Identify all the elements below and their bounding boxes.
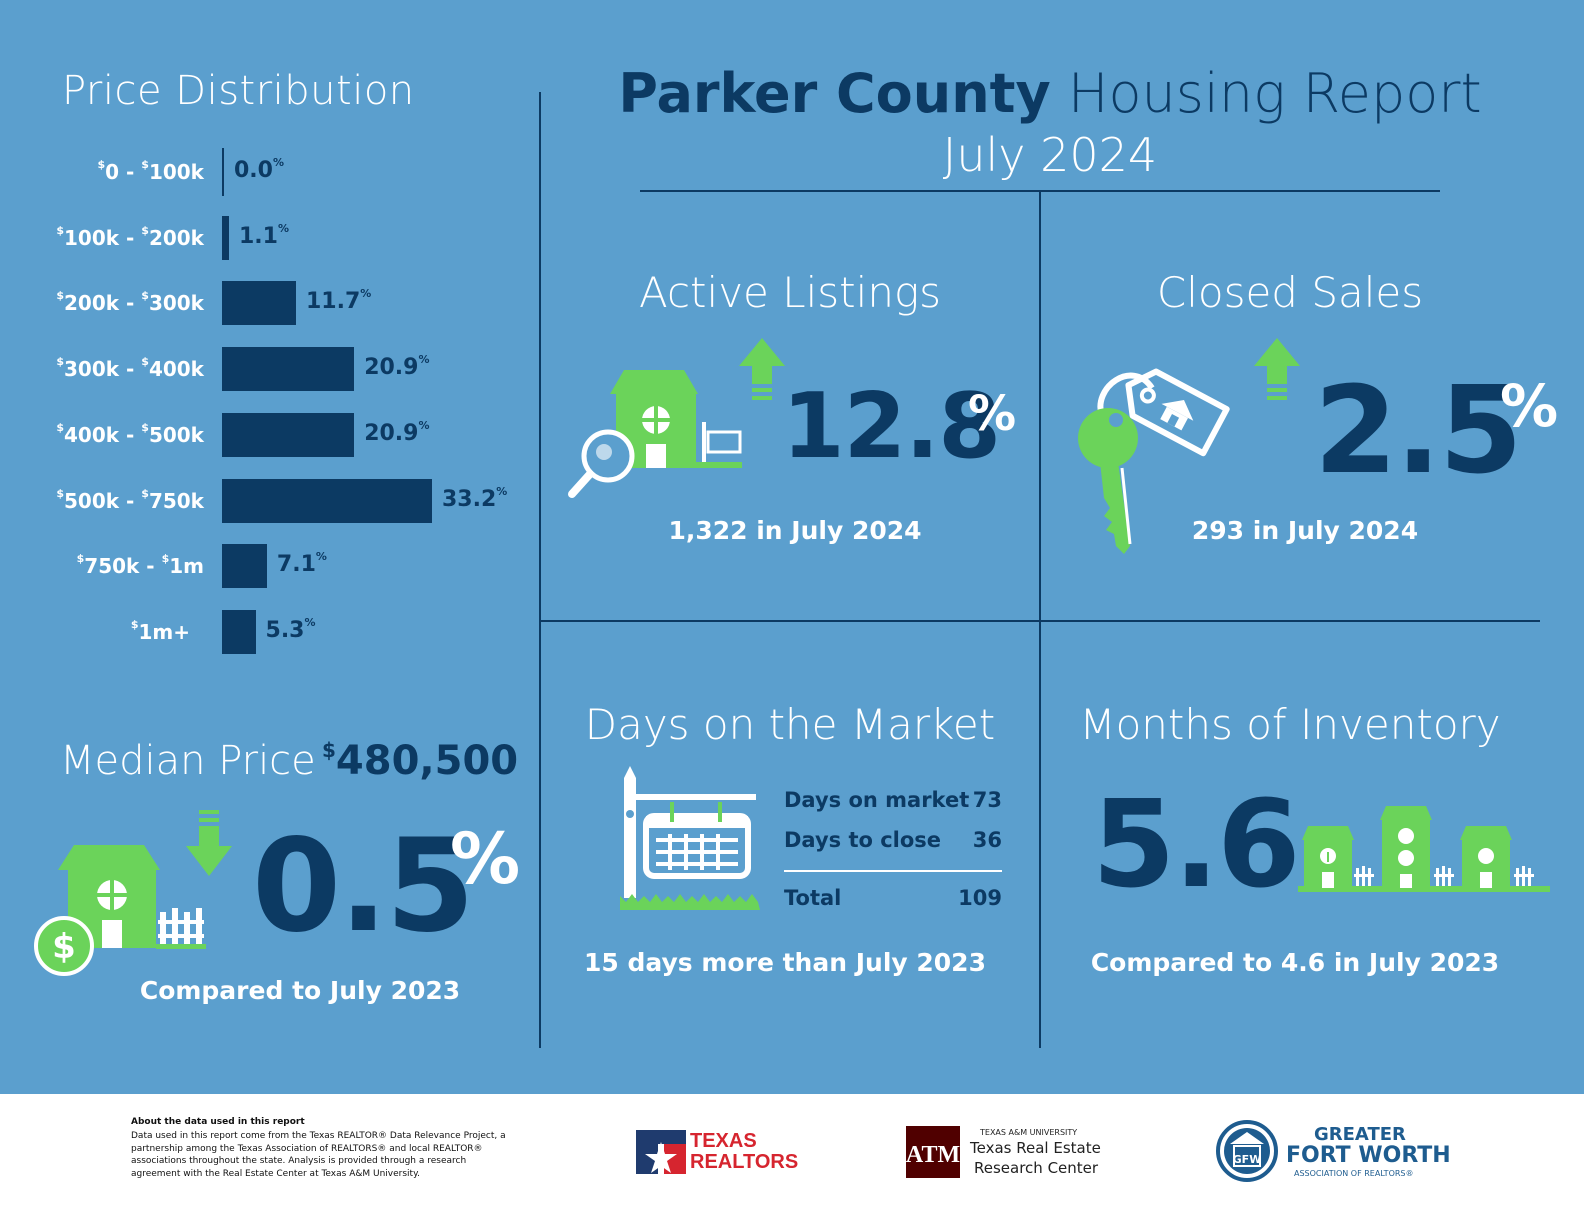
closed-sales-change-value: 2.5 (1314, 362, 1523, 501)
price-range-bar (222, 281, 296, 326)
price-range-label: $100k - $200k (56, 223, 204, 250)
median-change-percent: % (450, 818, 521, 900)
texas-realtors-logo-line2: REALTORS (690, 1151, 799, 1173)
days-total-label: Total (784, 886, 842, 910)
price-range-value: 5.3% (265, 615, 316, 643)
tamu-small-text: TEXAS A&M UNIVERSITY (980, 1128, 1078, 1137)
price-range-bar (222, 478, 432, 523)
footer (0, 1094, 1584, 1224)
price-range-value: 0.0% (234, 156, 285, 183)
arrow-down-icon (186, 810, 232, 876)
price-range-label: $200k - $300k (56, 289, 204, 316)
gfw-line2: FORT WORTH (1286, 1143, 1451, 1168)
closed-sales-change-percent: % (1500, 372, 1559, 440)
median-price-value: $480,500 (322, 738, 518, 784)
days-on-market-comparison-text: 15 days more than July 2023 (584, 948, 986, 977)
key-tag-icon (1078, 368, 1230, 554)
days-total-rule (784, 870, 1002, 872)
closed-sales-title: Closed Sales (1156, 268, 1424, 317)
median-comparison-text: Compared to July 2023 (139, 976, 461, 1005)
dollar-glyph: $ (52, 927, 76, 967)
price-range-value: 11.7% (306, 287, 372, 315)
title-underline (640, 190, 1440, 192)
price-range-value: 33.2% (442, 484, 508, 512)
price-range-bar (222, 347, 355, 392)
vertical-divider-left (539, 92, 541, 1048)
days-total-value: 109 (958, 886, 1002, 910)
active-listings-change-percent: % (968, 386, 1017, 442)
closed-sales-count-text: 293 in July 2024 (1191, 516, 1419, 545)
price-range-bar (222, 148, 224, 196)
days-to-close-label: Days to close (784, 828, 942, 852)
price-range-label: $500k - $750k (56, 486, 204, 513)
title-report: Housing Report (1067, 62, 1482, 125)
report-date: July 2024 (942, 128, 1158, 182)
svg-text:GFW: GFW (1233, 1153, 1262, 1166)
months-inventory-title: Months of Inventory (1079, 700, 1501, 749)
texas-realtors-logo-line1: TEXAS (690, 1130, 757, 1152)
about-data-title: About the data used in this report (131, 1117, 305, 1127)
tamu-line2: Research Center (974, 1159, 1099, 1177)
arrow-up-icon (739, 338, 785, 400)
median-price-label: Median Price (60, 738, 316, 784)
price-range-label: $300k - $400k (56, 355, 204, 382)
greater-fort-worth-logo-icon: GFW (1216, 1120, 1278, 1182)
price-range-value: 20.9% (364, 418, 430, 446)
price-range-value: 1.1% (238, 221, 289, 249)
calendar-sign-icon (620, 766, 760, 910)
median-currency: $ (322, 738, 336, 762)
about-data-text: Data used in this report come from the T… (131, 1131, 506, 1179)
texas-am-logo-icon: ATM (906, 1126, 960, 1178)
gfw-line1: GREATER (1314, 1124, 1406, 1145)
horizontal-divider-mid (541, 620, 1540, 622)
price-range-bar (222, 215, 229, 260)
price-range-label: $0 - $100k (97, 158, 204, 184)
days-on-market-title: Days on the Market (584, 700, 996, 749)
days-on-market-label: Days on market (784, 788, 970, 812)
days-on-market-value: 73 (972, 788, 1002, 812)
price-range-value: 7.1% (276, 550, 327, 578)
price-range-bar (222, 544, 267, 589)
title-county: Parker County (618, 62, 1051, 125)
median-change-value: 0.5 (252, 812, 475, 961)
active-listings-count-text: 1,322 in July 2024 (668, 516, 922, 545)
days-to-close-value: 36 (972, 828, 1002, 852)
price-range-bar (222, 609, 256, 654)
price-range-label: $400k - $500k (56, 420, 204, 447)
tamu-line1: Texas Real Estate (970, 1139, 1101, 1157)
page-title: Parker County Housing Report (560, 62, 1540, 125)
median-price-number: 480,500 (335, 738, 519, 784)
house-dollar-icon: $ (34, 845, 206, 976)
price-range-value: 20.9% (364, 353, 430, 381)
price-range-bar (222, 412, 355, 457)
texas-realtors-logo-icon (636, 1130, 686, 1174)
svg-text:ATM: ATM (906, 1142, 960, 1168)
house-search-icon (568, 370, 742, 498)
active-listings-change-value: 12.8 (782, 374, 1001, 479)
months-inventory-value: 5.6 (1092, 776, 1301, 915)
arrow-up-icon (1254, 338, 1300, 400)
months-inventory-comparison-text: Compared to 4.6 in July 2023 (1090, 948, 1500, 977)
price-range-label: $750k - $1m (76, 552, 204, 579)
active-listings-title: Active Listings (638, 268, 942, 317)
price-distribution-title: Price Distribution (62, 68, 415, 114)
price-range-label: $1m+ (130, 617, 190, 644)
houses-row-icon (1298, 806, 1550, 892)
gfw-line3: ASSOCIATION OF REALTORS® (1294, 1169, 1414, 1178)
